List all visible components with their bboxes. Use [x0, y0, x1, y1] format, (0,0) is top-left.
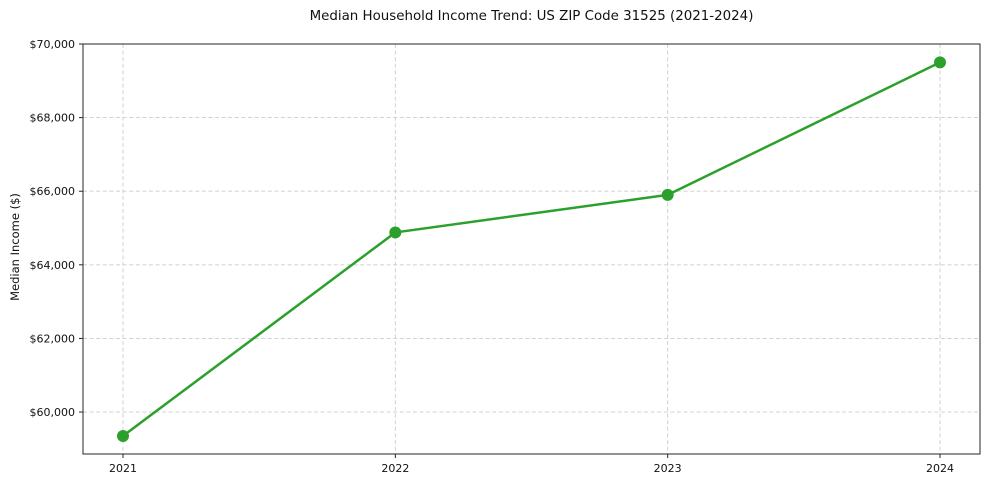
data-point-marker — [661, 188, 674, 201]
y-tick-label: $62,000 — [30, 332, 76, 345]
x-tick-label: 2023 — [654, 462, 682, 475]
y-tick-label: $70,000 — [30, 38, 76, 51]
x-tick-label: 2021 — [109, 462, 137, 475]
trend-line — [121, 61, 942, 438]
data-point-marker — [389, 226, 402, 239]
plot-border — [82, 43, 981, 455]
x-tick-label: 2022 — [381, 462, 409, 475]
y-tick-label: $60,000 — [30, 406, 76, 419]
x-tick-label: 2024 — [926, 462, 954, 475]
data-point-marker — [117, 429, 129, 442]
data-point-marker — [934, 56, 946, 69]
y-tick-label: $66,000 — [30, 185, 76, 198]
y-tick-label: $68,000 — [30, 112, 76, 125]
y-tick-label: $64,000 — [30, 259, 76, 272]
chart-title: Median Household Income Trend: US ZIP Co… — [309, 9, 754, 24]
